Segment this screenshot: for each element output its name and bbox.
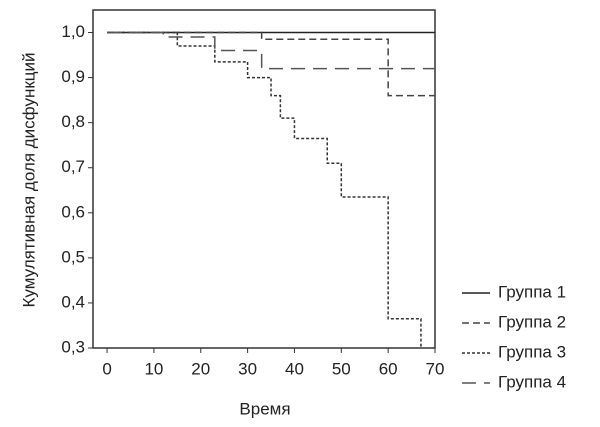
y-axis-label: Кумулятивная доля дисфункций	[19, 52, 38, 307]
y-tick-label: 0,3	[61, 337, 85, 356]
x-axis-label: Время	[239, 399, 290, 418]
legend-label: Группа 2	[498, 312, 566, 331]
y-tick-label: 0,6	[61, 202, 85, 221]
y-tick-label: 0,7	[61, 157, 85, 176]
series-line	[107, 31, 435, 70]
y-tick-label: 0,5	[61, 247, 85, 266]
y-tick-label: 0,4	[61, 292, 85, 311]
y-tick-label: 1,0	[61, 22, 85, 41]
legend-label: Группа 1	[498, 282, 566, 301]
legend-label: Группа 4	[498, 372, 566, 391]
y-tick-label: 0,8	[61, 112, 85, 131]
y-tick-label: 0,9	[61, 67, 85, 86]
x-tick-label: 40	[285, 359, 304, 378]
series-line	[107, 31, 422, 348]
series-line	[107, 31, 435, 97]
plot-frame	[92, 9, 436, 349]
x-tick-label: 70	[426, 359, 445, 378]
x-tick-label: 30	[238, 359, 257, 378]
x-tick-label: 10	[144, 359, 163, 378]
x-tick-label: 0	[102, 359, 111, 378]
legend-label: Группа 3	[498, 342, 566, 361]
x-tick-label: 60	[379, 359, 398, 378]
x-tick-label: 50	[332, 359, 351, 378]
x-tick-label: 20	[191, 359, 210, 378]
